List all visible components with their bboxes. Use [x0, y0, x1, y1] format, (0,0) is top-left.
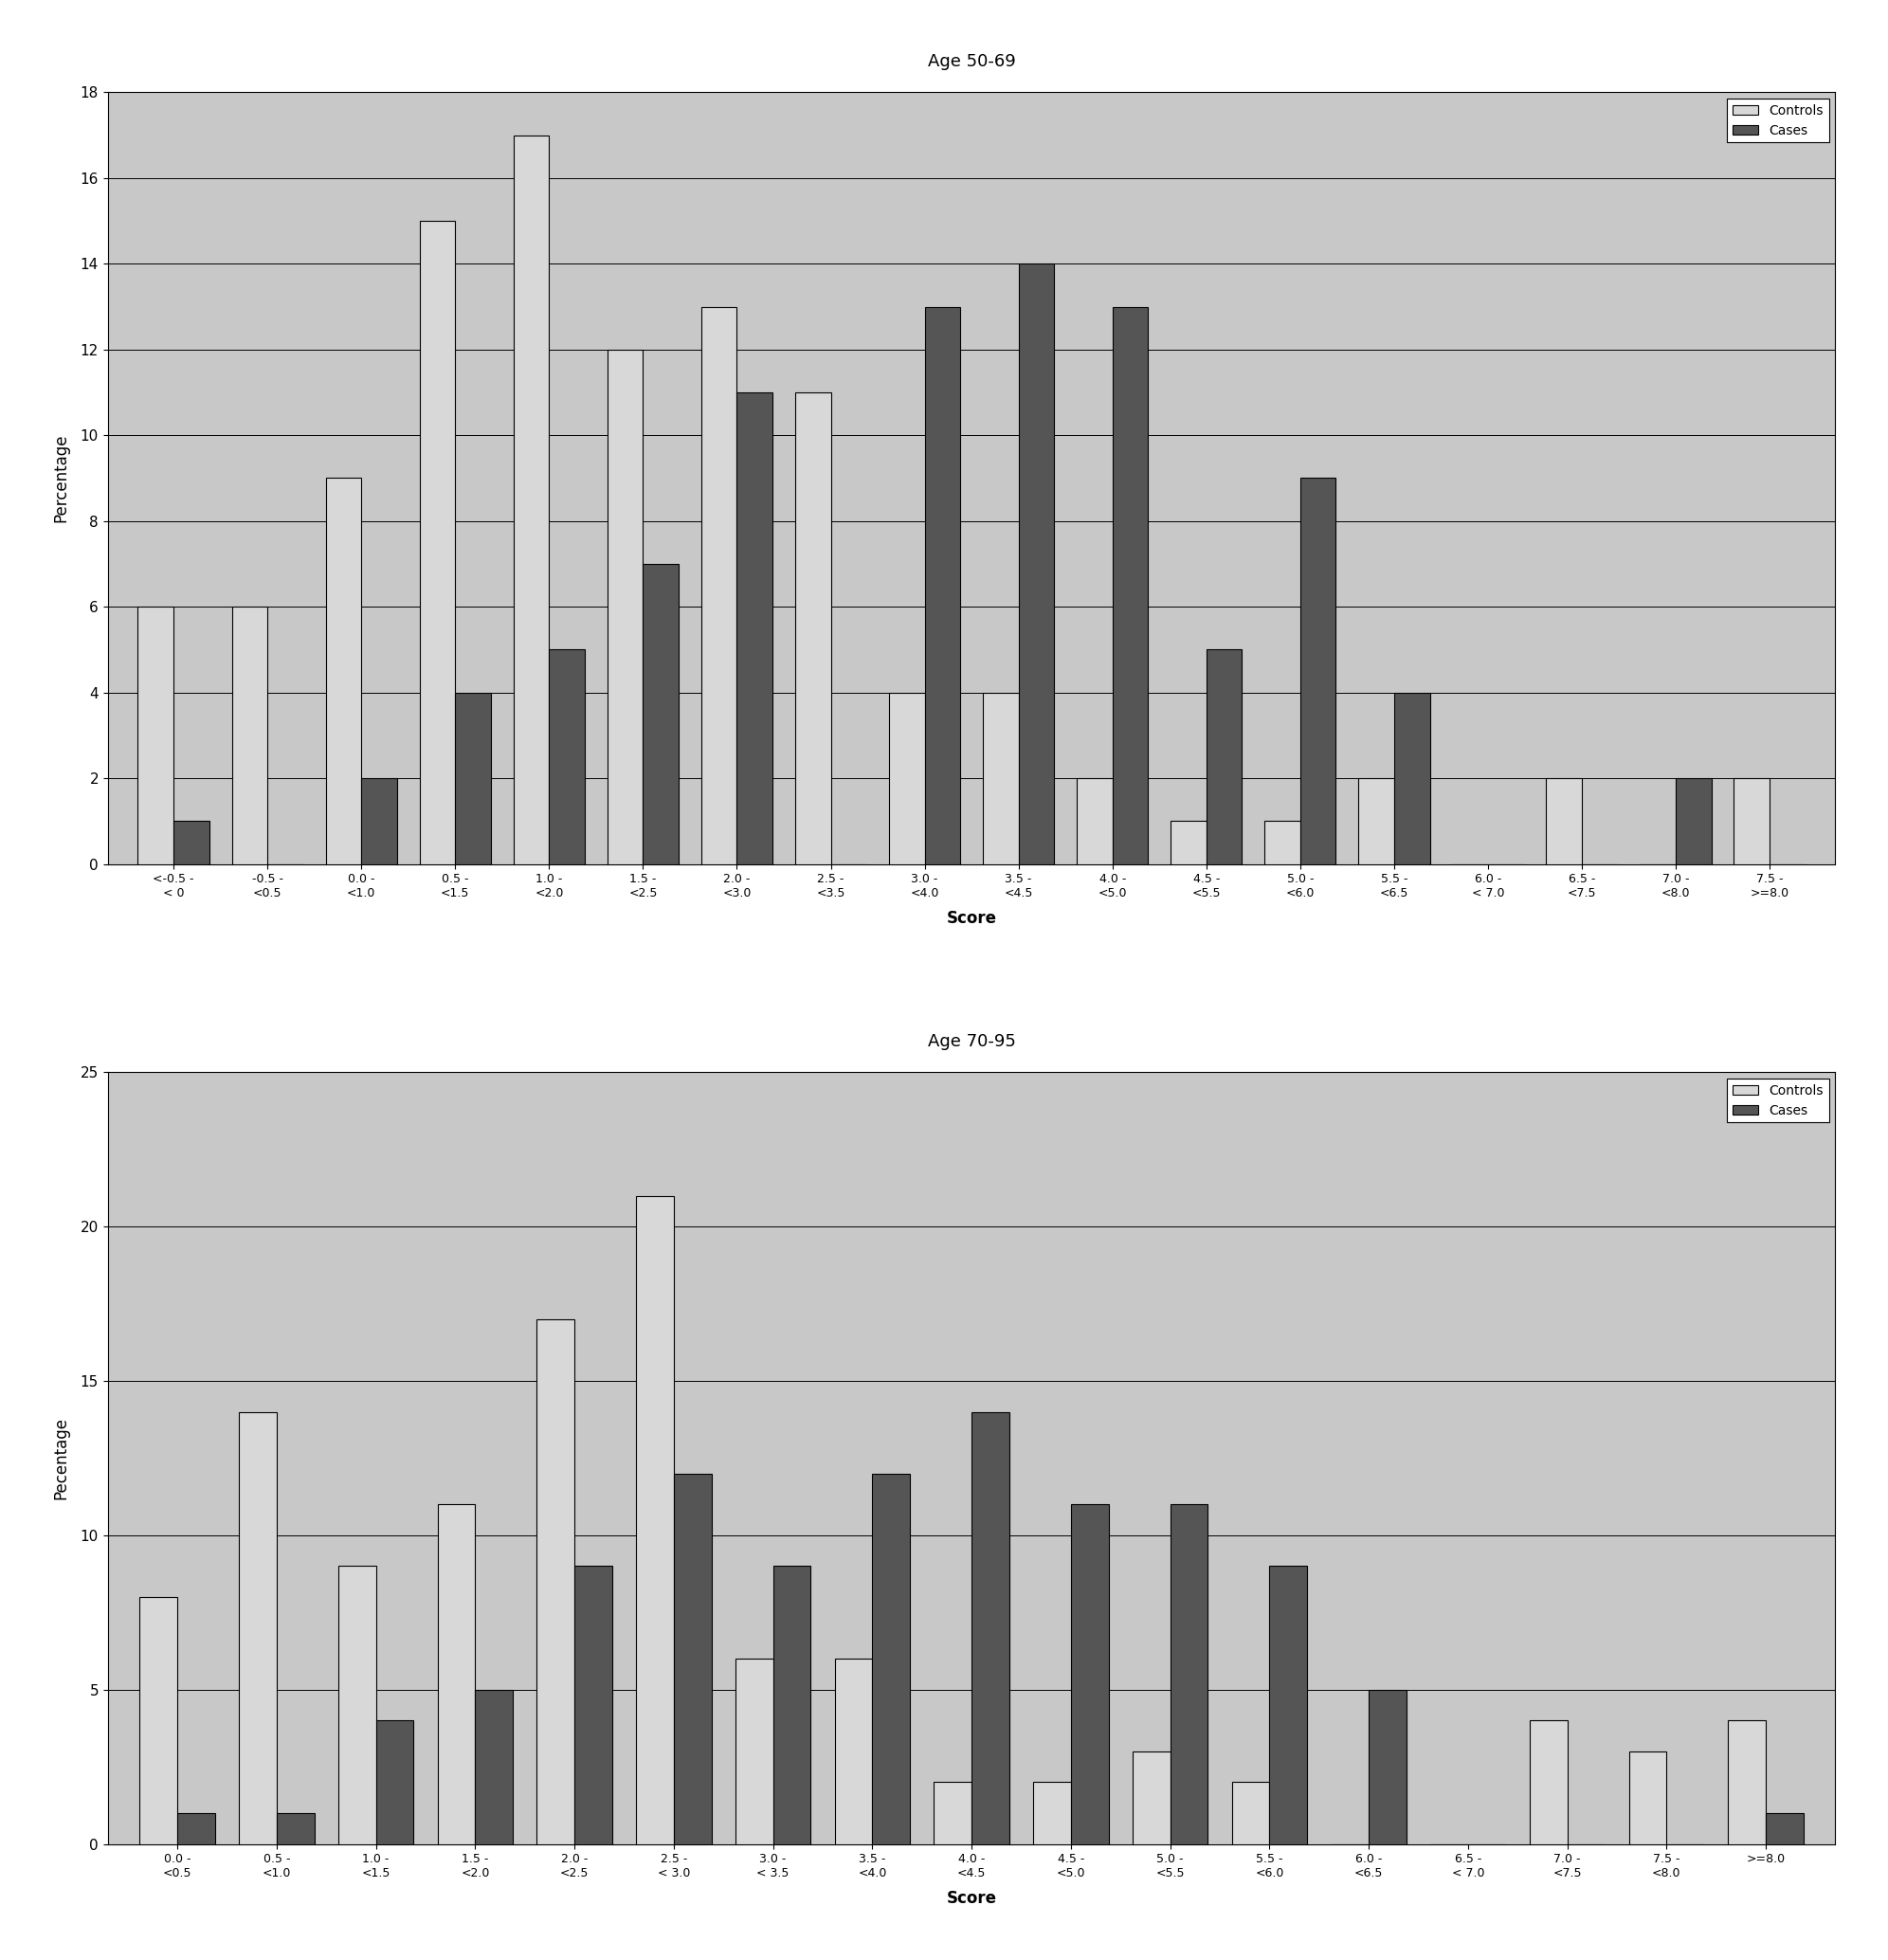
- Title: Age 50-69: Age 50-69: [927, 53, 1016, 71]
- Bar: [1269, 1566, 1306, 1844]
- Bar: [1171, 821, 1206, 864]
- Bar: [140, 1597, 177, 1844]
- Bar: [361, 778, 396, 864]
- Bar: [608, 349, 644, 864]
- Bar: [455, 692, 491, 864]
- Bar: [925, 306, 961, 864]
- Bar: [1546, 778, 1582, 864]
- Bar: [1393, 692, 1429, 864]
- Bar: [1357, 778, 1393, 864]
- Bar: [278, 1813, 313, 1844]
- Bar: [1765, 1813, 1803, 1844]
- Bar: [138, 608, 174, 864]
- Title: Age 70-95: Age 70-95: [927, 1033, 1016, 1051]
- Bar: [872, 1474, 910, 1844]
- Bar: [972, 1411, 1010, 1844]
- Bar: [1231, 1782, 1269, 1844]
- Y-axis label: Percentage: Percentage: [53, 433, 70, 523]
- Bar: [834, 1658, 872, 1844]
- Bar: [1076, 778, 1112, 864]
- Bar: [174, 821, 210, 864]
- Bar: [419, 221, 455, 864]
- Bar: [549, 649, 585, 864]
- Bar: [1206, 649, 1242, 864]
- Bar: [1265, 821, 1301, 864]
- Y-axis label: Pecentage: Pecentage: [53, 1417, 70, 1499]
- Bar: [177, 1813, 215, 1844]
- Bar: [1112, 306, 1148, 864]
- Bar: [1070, 1505, 1108, 1844]
- Bar: [1033, 1782, 1070, 1844]
- Bar: [700, 306, 736, 864]
- Bar: [1529, 1721, 1567, 1844]
- Bar: [376, 1721, 413, 1844]
- Bar: [1733, 778, 1769, 864]
- Bar: [338, 1566, 376, 1844]
- Bar: [734, 1658, 772, 1844]
- Bar: [1677, 778, 1711, 864]
- Bar: [644, 564, 678, 864]
- Bar: [1728, 1721, 1765, 1844]
- Bar: [1171, 1505, 1208, 1844]
- Bar: [636, 1196, 674, 1844]
- Bar: [772, 1566, 810, 1844]
- Bar: [1629, 1752, 1667, 1844]
- Bar: [1301, 478, 1337, 864]
- Bar: [438, 1505, 476, 1844]
- Bar: [240, 1411, 278, 1844]
- Bar: [476, 1690, 514, 1844]
- Bar: [674, 1474, 712, 1844]
- Bar: [232, 608, 268, 864]
- Legend: Controls, Cases: Controls, Cases: [1728, 98, 1829, 143]
- Bar: [795, 392, 831, 864]
- Bar: [984, 692, 1018, 864]
- Bar: [514, 135, 549, 864]
- X-axis label: Score: Score: [946, 1889, 997, 1907]
- Bar: [736, 392, 772, 864]
- Bar: [325, 478, 361, 864]
- Bar: [889, 692, 925, 864]
- X-axis label: Score: Score: [946, 909, 997, 927]
- Legend: Controls, Cases: Controls, Cases: [1728, 1078, 1829, 1123]
- Bar: [1369, 1690, 1407, 1844]
- Bar: [935, 1782, 972, 1844]
- Bar: [1133, 1752, 1171, 1844]
- Bar: [536, 1319, 574, 1844]
- Bar: [574, 1566, 612, 1844]
- Bar: [1018, 265, 1054, 864]
